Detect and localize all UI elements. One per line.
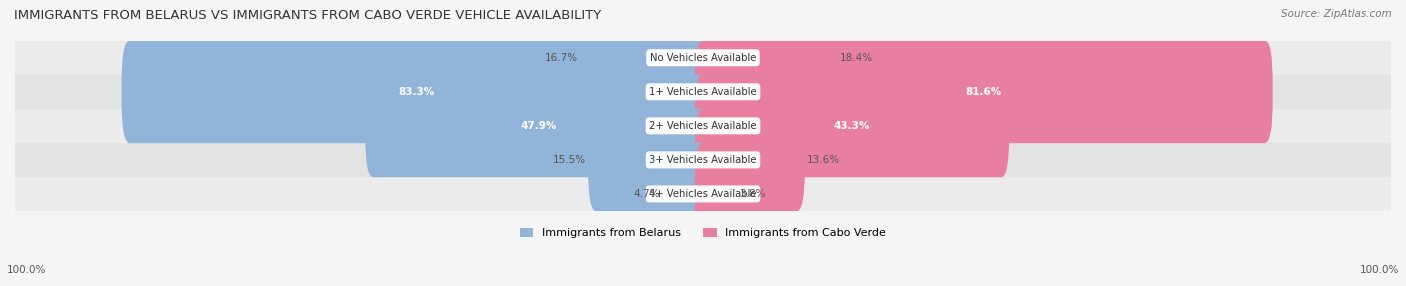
Text: 43.3%: 43.3% bbox=[834, 121, 870, 131]
Bar bbox=[15, 75, 1391, 109]
Text: 100.0%: 100.0% bbox=[1360, 265, 1399, 275]
Text: 3+ Vehicles Available: 3+ Vehicles Available bbox=[650, 155, 756, 165]
FancyBboxPatch shape bbox=[695, 108, 804, 211]
Text: IMMIGRANTS FROM BELARUS VS IMMIGRANTS FROM CABO VERDE VEHICLE AVAILABILITY: IMMIGRANTS FROM BELARUS VS IMMIGRANTS FR… bbox=[14, 9, 602, 21]
Legend: Immigrants from Belarus, Immigrants from Cabo Verde: Immigrants from Belarus, Immigrants from… bbox=[515, 223, 891, 243]
Bar bbox=[15, 41, 1391, 75]
FancyBboxPatch shape bbox=[588, 108, 711, 211]
Text: 16.7%: 16.7% bbox=[544, 53, 578, 63]
FancyBboxPatch shape bbox=[579, 6, 711, 109]
Text: 4.7%: 4.7% bbox=[634, 189, 661, 199]
Bar bbox=[15, 143, 1391, 177]
Text: 3.8%: 3.8% bbox=[740, 189, 766, 199]
Text: 47.9%: 47.9% bbox=[520, 121, 557, 131]
Text: 1+ Vehicles Available: 1+ Vehicles Available bbox=[650, 87, 756, 97]
Text: 15.5%: 15.5% bbox=[553, 155, 586, 165]
Text: Source: ZipAtlas.com: Source: ZipAtlas.com bbox=[1281, 9, 1392, 19]
FancyBboxPatch shape bbox=[695, 74, 1010, 177]
FancyBboxPatch shape bbox=[662, 142, 711, 245]
FancyBboxPatch shape bbox=[366, 74, 711, 177]
Text: 2+ Vehicles Available: 2+ Vehicles Available bbox=[650, 121, 756, 131]
Text: 18.4%: 18.4% bbox=[839, 53, 873, 63]
Text: 81.6%: 81.6% bbox=[966, 87, 1002, 97]
FancyBboxPatch shape bbox=[695, 6, 838, 109]
FancyBboxPatch shape bbox=[122, 40, 711, 143]
FancyBboxPatch shape bbox=[695, 40, 1272, 143]
FancyBboxPatch shape bbox=[695, 142, 737, 245]
Text: 83.3%: 83.3% bbox=[398, 87, 434, 97]
Text: 4+ Vehicles Available: 4+ Vehicles Available bbox=[650, 189, 756, 199]
Bar bbox=[15, 109, 1391, 143]
Text: 13.6%: 13.6% bbox=[807, 155, 839, 165]
Text: No Vehicles Available: No Vehicles Available bbox=[650, 53, 756, 63]
Text: 100.0%: 100.0% bbox=[7, 265, 46, 275]
Bar bbox=[15, 177, 1391, 211]
